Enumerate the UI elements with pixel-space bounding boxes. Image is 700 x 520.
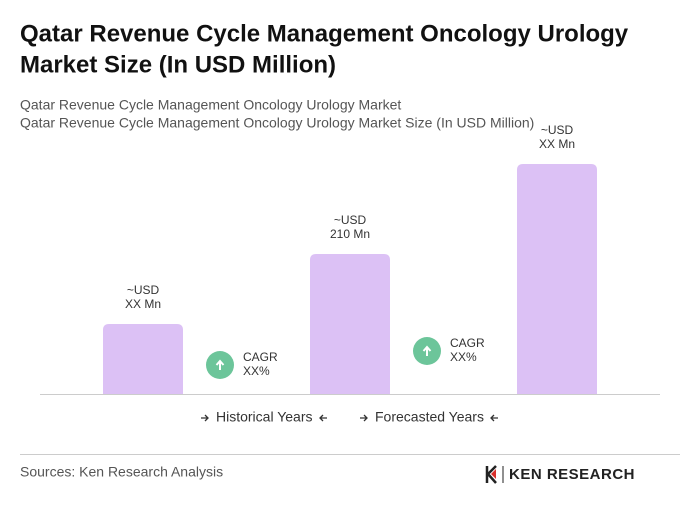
legend-arrow — [319, 414, 327, 422]
value-label: XX Mn — [539, 137, 575, 151]
title: Qatar Revenue Cycle Management Oncology … — [20, 20, 629, 47]
legend-arrow — [201, 414, 209, 422]
value-label: ~USD — [127, 283, 160, 297]
bar — [310, 254, 390, 394]
logo-text: KEN RESEARCH — [509, 466, 635, 483]
value-label: ~USD — [541, 123, 574, 137]
logo: KEN RESEARCH — [485, 465, 635, 484]
title: Market Size (In USD Million) — [20, 51, 336, 78]
logo-icon — [491, 469, 496, 479]
legend: Historical Years Forecasted Years — [201, 409, 498, 425]
value-label: XX Mn — [125, 297, 161, 311]
cagr-label: CAGR — [243, 350, 278, 364]
subtitle: Qatar Revenue Cycle Management Oncology … — [20, 97, 401, 113]
source: Sources: Ken Research Analysis — [20, 464, 223, 480]
cagr-arrow — [215, 359, 225, 370]
legend-arrow — [360, 414, 368, 422]
value-label: 210 Mn — [330, 227, 370, 241]
legend-label: Historical Years — [216, 409, 313, 425]
cagr-label: CAGR — [450, 336, 485, 350]
legend-arrow — [490, 414, 498, 422]
subtitle: Qatar Revenue Cycle Management Oncology … — [20, 115, 534, 131]
cagr-label: XX% — [450, 350, 477, 364]
legend-label: Forecasted Years — [375, 409, 484, 425]
logo-icon — [485, 465, 497, 484]
cagr-label: XX% — [243, 364, 270, 378]
cagr-arrow — [422, 345, 432, 356]
bar — [517, 164, 597, 394]
bar — [103, 324, 183, 394]
value-label: ~USD — [334, 213, 367, 227]
